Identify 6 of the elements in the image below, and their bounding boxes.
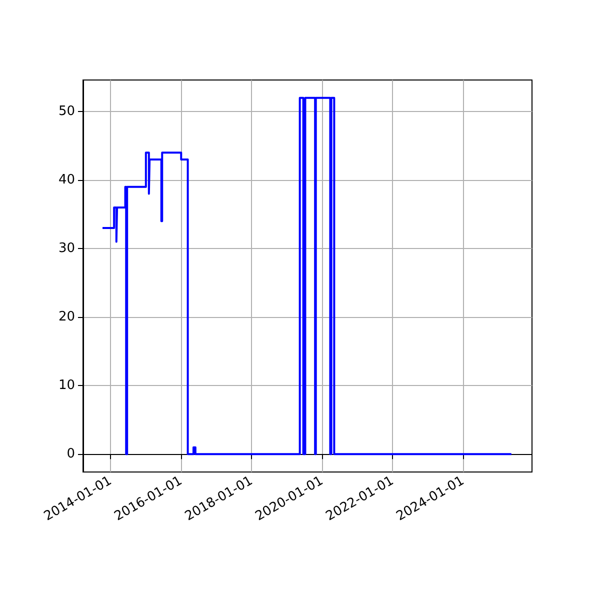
y-tick-label: 40 <box>58 172 75 188</box>
y-tick-label: 30 <box>58 241 75 256</box>
y-tick-label: 0 <box>66 446 75 462</box>
y-tick-label: 50 <box>58 104 75 120</box>
y-tick-label: 10 <box>58 378 75 394</box>
y-tick-label: 20 <box>58 310 75 325</box>
